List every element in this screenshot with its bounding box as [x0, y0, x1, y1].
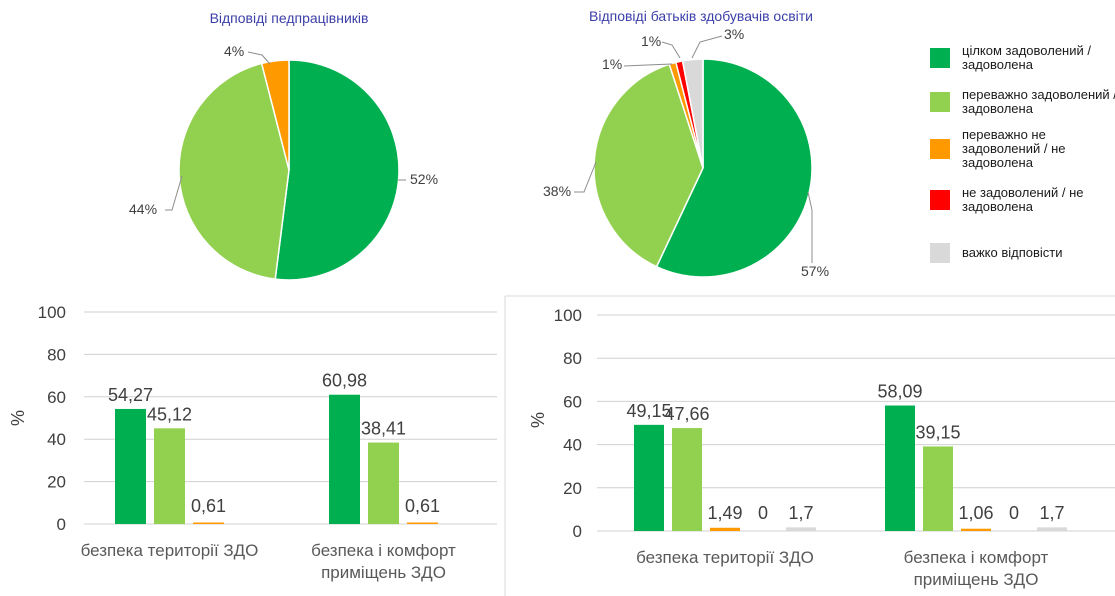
bar-parents-ytick: 100: [554, 306, 582, 325]
pie-parents-leader-1a: [661, 41, 681, 59]
bar-parents-ytick: 80: [563, 349, 582, 368]
legend-swatch-hard-to-answer: [930, 243, 950, 263]
pie-chart-staff: Відповіді педпрацівників 4% 52% 44%: [129, 10, 438, 281]
bar-staff-ytick: 100: [38, 303, 66, 322]
bar-parents-data-label: 1,7: [788, 503, 813, 523]
legend-swatch-not-satisfied: [930, 190, 950, 210]
legend-label-not-satisfied: не задоволений / не: [962, 185, 1084, 200]
pie-parents-slice-mostly-satisfied: [593, 63, 704, 268]
legend: цілком задоволений /задоволенапереважно …: [930, 43, 1115, 263]
pie-staff-label-52: 52%: [410, 171, 438, 187]
pie-chart-parents: Відповіді батьків здобувачів освіти 1% 1…: [543, 8, 829, 279]
pie-parents-leader-57: [807, 191, 813, 263]
pie-staff-slice-mostly-not-satisfied: [260, 59, 290, 171]
pie-staff-labels: 4% 52% 44%: [129, 43, 438, 217]
pie-parents-leader-3: [691, 35, 723, 59]
pie-staff-leader-44: [165, 175, 183, 211]
bar-parents-ytick: 60: [563, 392, 582, 411]
bar-staff-data-label: 0,61: [191, 496, 226, 516]
bar-staff-ytick: 0: [57, 515, 66, 534]
legend-label-mostly-satisfied: задоволена: [962, 101, 1034, 116]
bar-parents-data-label: 1,06: [958, 503, 993, 523]
pie-staff-title: Відповіді педпрацівників: [210, 10, 369, 26]
pie-parents-label-57: 57%: [801, 263, 829, 279]
pie-parents-leader-38: [574, 161, 597, 193]
bar-staff-bar-mostly-not-satisfied: [193, 522, 224, 524]
bar-staff-ytick: 60: [47, 388, 66, 407]
pie-parents-label-3: 3%: [724, 26, 744, 42]
bar-parents-data-label: 1,49: [707, 503, 742, 523]
pie-parents-label-1b: 1%: [602, 56, 622, 72]
bar-parents-data-label: 39,15: [915, 422, 960, 442]
bar-parents-ylabel: %: [528, 412, 548, 428]
bar-parents-bar-fully-satisfied: [885, 405, 915, 531]
bar-parents-ytick: 20: [563, 479, 582, 498]
bar-parents-bar-mostly-satisfied: [923, 446, 953, 531]
bar-parents-bar-hard-to-answer: [786, 527, 816, 531]
pie-staff-label-44: 44%: [129, 201, 157, 217]
bar-parents-bar-mostly-not-satisfied: [961, 528, 991, 531]
bar-staff-ytick: 80: [47, 345, 66, 364]
bar-parents-bar-fully-satisfied: [634, 424, 664, 531]
bar-staff-data-label: 60,98: [322, 371, 367, 391]
bar-staff-bar-mostly-satisfied: [154, 428, 185, 524]
pie-parents-slices: [593, 58, 813, 278]
bar-staff-category-label: безпека території ЗДО: [81, 541, 259, 560]
bar-parents-data-label: 47,66: [664, 404, 709, 424]
bar-staff-data-label: 38,41: [361, 419, 406, 439]
legend-swatch-mostly-satisfied: [930, 92, 950, 112]
pie-staff-slice-fully-satisfied: [274, 59, 400, 281]
legend-swatch-fully-satisfied: [930, 48, 950, 68]
legend-label-hard-to-answer: важко відповісти: [962, 245, 1063, 260]
bar-parents-data-label: 58,09: [877, 382, 922, 402]
pie-parents-label-38: 38%: [543, 183, 571, 199]
legend-label-fully-satisfied: цілком задоволений /: [962, 43, 1091, 58]
pie-parents-title: Відповіді батьків здобувачів освіти: [589, 8, 813, 24]
bar-staff-ytick: 40: [47, 430, 66, 449]
bar-staff-bar-fully-satisfied: [115, 408, 146, 524]
bar-parents-data-label: 0: [1009, 503, 1019, 523]
pie-parents-label-1a: 1%: [641, 33, 661, 49]
pie-parents-labels: 1% 1% 3% 38% 57%: [543, 26, 829, 279]
bar-staff-bar-mostly-not-satisfied: [407, 522, 438, 524]
legend-swatch-mostly-not-satisfied: [930, 139, 950, 159]
bar-staff-ylabel: %: [8, 410, 28, 426]
bar-parents-category-label: безпека території ЗДО: [636, 548, 814, 567]
legend-label-mostly-not-satisfied: переважно не: [962, 127, 1046, 142]
bar-parents-data-label: 0: [758, 503, 768, 523]
legend-label-fully-satisfied: задоволена: [962, 57, 1034, 72]
bar-parents-data-label: 1,7: [1039, 503, 1064, 523]
pie-staff-slice-mostly-satisfied: [178, 62, 290, 280]
pie-staff-label-4: 4%: [224, 43, 244, 59]
bar-staff-bar-mostly-satisfied: [368, 442, 399, 524]
bar-parents-ytick: 40: [563, 436, 582, 455]
pie-parents-slice-hard-to-answer: [681, 58, 704, 169]
bar-staff-bar-fully-satisfied: [329, 394, 360, 524]
pie-staff-leader-4: [247, 51, 271, 65]
bar-staff-category-label: приміщень ЗДО: [321, 563, 446, 582]
pie-parents-leader-1b: [623, 63, 673, 67]
legend-label-mostly-satisfied: переважно задоволений /: [962, 87, 1115, 102]
pie-parents-slice-fully-satisfied: [655, 58, 813, 278]
legend-label-not-satisfied: задоволена: [962, 199, 1034, 214]
bar-staff-category-label: безпека і комфорт: [311, 541, 456, 560]
bar-parents-bar-mostly-not-satisfied: [710, 527, 740, 531]
bar-parents-data-label: 49,15: [626, 401, 671, 421]
bar-parents-ytick: 0: [573, 522, 582, 541]
pie-staff-slices: [178, 59, 400, 281]
legend-label-mostly-not-satisfied: задоволений / не: [962, 141, 1065, 156]
bar-parents-bar-hard-to-answer: [1037, 527, 1067, 531]
bar-staff-data-label: 0,61: [405, 496, 440, 516]
bar-staff-data-label: 45,12: [147, 404, 192, 424]
bar-staff-data-label: 54,27: [108, 385, 153, 405]
legend-label-mostly-not-satisfied: задоволена: [962, 155, 1034, 170]
bar-parents-category-label: приміщень ЗДО: [914, 570, 1039, 589]
bar-parents-bar-mostly-satisfied: [672, 428, 702, 531]
bar-staff-ytick: 20: [47, 473, 66, 492]
bar-parents-category-label: безпека і комфорт: [904, 548, 1049, 567]
